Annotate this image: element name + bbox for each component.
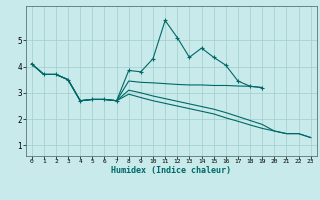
- X-axis label: Humidex (Indice chaleur): Humidex (Indice chaleur): [111, 166, 231, 175]
